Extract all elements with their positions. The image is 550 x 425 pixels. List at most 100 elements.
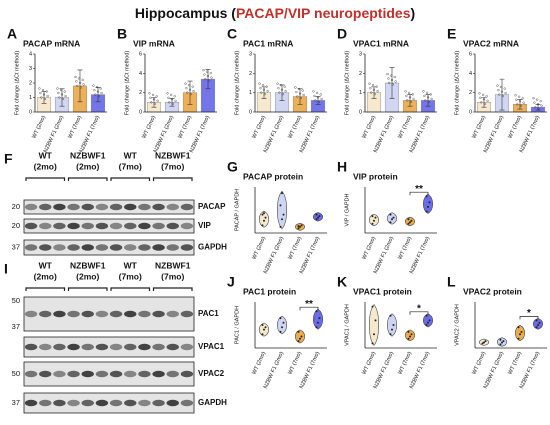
data-dot xyxy=(75,80,78,83)
violin xyxy=(276,315,288,335)
data-point xyxy=(501,341,503,344)
blot-band xyxy=(24,222,38,230)
data-dot xyxy=(479,96,482,99)
x-tick-label: NZBW F1 (2mo) xyxy=(43,115,65,154)
blot-band xyxy=(166,244,179,251)
group-label: WT xyxy=(39,260,53,270)
data-dot xyxy=(409,100,412,103)
data-dot xyxy=(485,95,488,98)
data-point xyxy=(261,213,264,216)
violin xyxy=(294,329,306,344)
data-dot xyxy=(153,102,156,105)
y-tick-label: 2 xyxy=(359,71,362,77)
protein-label: VPAC2 xyxy=(198,369,225,378)
data-dot xyxy=(519,104,522,107)
data-dot xyxy=(263,93,266,96)
blot-band xyxy=(124,370,137,378)
data-dot xyxy=(406,99,409,102)
blot-membrane xyxy=(23,361,195,387)
error-bar xyxy=(389,67,395,99)
blot-band xyxy=(166,203,179,211)
panel-title: PAC1 mRNA xyxy=(243,38,293,48)
y-tick-label: 0 xyxy=(29,109,32,115)
data-point xyxy=(428,319,431,322)
data-dot xyxy=(430,97,433,100)
blot-band xyxy=(67,222,80,230)
blot-band xyxy=(152,244,165,251)
data-dot xyxy=(408,96,412,99)
data-point xyxy=(279,317,282,320)
data-point xyxy=(425,210,428,213)
blot-band xyxy=(109,343,123,351)
blot-band xyxy=(152,343,165,351)
data-dot xyxy=(184,82,187,85)
x-tick-label: NZBW F1 (7mo) xyxy=(79,115,101,154)
y-tick-label: 1 xyxy=(359,90,362,96)
y-tick-label: 6 xyxy=(469,51,472,57)
marker-size: 50 xyxy=(12,369,20,378)
data-dot xyxy=(498,93,501,96)
data-point xyxy=(537,324,539,326)
marker-size: 37 xyxy=(12,322,20,331)
data-dot xyxy=(482,93,485,96)
data-point xyxy=(389,333,392,336)
y-tick-label: 0 xyxy=(469,109,472,115)
data-point xyxy=(389,221,392,224)
data-dot xyxy=(155,95,158,98)
data-dot xyxy=(501,94,504,98)
x-tick-label: NZBW F1 (7mo) xyxy=(189,115,211,154)
blot-band xyxy=(24,244,38,251)
group-label: WT xyxy=(124,150,138,160)
x-tick-label: NZBW F1 (7mo) xyxy=(409,351,431,390)
panel-letter: L xyxy=(447,274,456,290)
blot-band xyxy=(67,399,80,407)
data-dot xyxy=(76,84,79,87)
data-dot xyxy=(388,81,391,85)
data-point xyxy=(374,216,377,219)
data-point xyxy=(315,326,318,329)
data-dot xyxy=(387,77,390,80)
data-point xyxy=(264,216,267,219)
data-dot xyxy=(284,90,287,93)
data-dot xyxy=(408,91,411,94)
data-dot xyxy=(412,97,415,100)
data-point xyxy=(409,335,411,338)
error-bar xyxy=(205,69,211,90)
blot-band xyxy=(39,203,52,211)
title-part: ) xyxy=(410,5,415,21)
data-point xyxy=(281,218,283,221)
blot-band xyxy=(124,244,137,251)
group-label: (7mo) xyxy=(119,271,142,281)
data-dot xyxy=(206,70,209,73)
data-dot xyxy=(393,75,396,79)
x-tick-label: WT (2mo) xyxy=(251,236,267,261)
data-dot xyxy=(77,77,81,80)
panel-title: VIP mRNA xyxy=(133,38,175,48)
significance-label: ** xyxy=(415,184,423,195)
data-point xyxy=(261,224,264,227)
data-dot xyxy=(522,101,525,104)
data-dot xyxy=(57,91,60,95)
blot-band xyxy=(124,203,137,211)
data-dot xyxy=(93,88,96,92)
data-dot xyxy=(188,88,192,91)
data-dot xyxy=(539,100,542,103)
y-axis-label: Fold change (ΔCt method) xyxy=(454,51,460,116)
data-point xyxy=(281,192,283,195)
y-tick-label: 2 xyxy=(139,90,142,96)
x-tick-label: WT (7mo) xyxy=(397,351,413,376)
y-axis-label: VPAC2 / GAPDH xyxy=(454,304,460,346)
violin xyxy=(422,193,434,214)
data-dot xyxy=(411,93,414,96)
x-tick-label: NZBW F1 (7mo) xyxy=(409,115,431,154)
data-dot xyxy=(515,98,518,101)
blot-band xyxy=(95,310,109,318)
data-point xyxy=(300,224,303,227)
data-point xyxy=(315,213,318,216)
blot-band xyxy=(53,203,66,211)
data-dot xyxy=(203,73,206,76)
error-bar xyxy=(517,99,523,110)
data-dot xyxy=(74,75,77,78)
data-dot xyxy=(276,82,279,85)
y-tick-label: 3 xyxy=(249,51,252,57)
